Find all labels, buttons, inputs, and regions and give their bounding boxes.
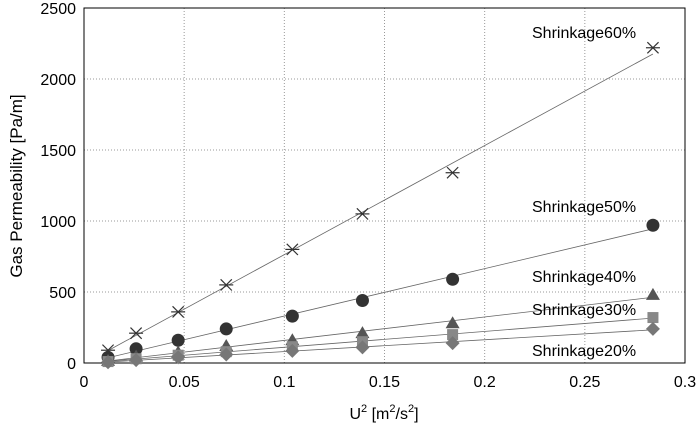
x-tick-label: 0.25 <box>569 374 600 391</box>
data-point <box>129 353 144 368</box>
data-point <box>219 347 234 362</box>
series-label: Shrinkage20% <box>532 343 636 360</box>
trendline <box>107 296 653 362</box>
data-point <box>445 336 460 351</box>
y-tick-label: 500 <box>49 285 76 302</box>
series-label: Shrinkage50% <box>532 199 636 216</box>
x-tick-label: 0.3 <box>674 374 696 391</box>
series-1 <box>101 41 660 357</box>
data-point <box>646 218 660 232</box>
data-point <box>171 350 186 365</box>
data-point <box>355 326 370 339</box>
data-point <box>101 355 116 370</box>
series-label: Shrinkage60% <box>532 25 636 42</box>
data-point <box>285 243 300 256</box>
x-tick-label: 0.1 <box>273 374 295 391</box>
x-axis: 0 0.05 0.1 0.15 0.2 0.25 0.3 <box>80 374 697 391</box>
data-point <box>445 166 460 179</box>
trendline <box>108 317 653 362</box>
y-axis-label: Gas Permeability [Pa/m] <box>7 94 26 277</box>
series-label: Shrinkage40% <box>532 269 636 286</box>
data-point <box>445 316 460 329</box>
data-point <box>447 329 459 341</box>
x-axis-label: U2 [m2/s2] <box>349 403 418 423</box>
data-point <box>129 342 143 356</box>
x-tick-label: 0.15 <box>369 374 400 391</box>
data-point <box>171 305 186 318</box>
x-label-unit: [m <box>367 406 389 423</box>
plot-area-frame <box>83 7 686 364</box>
y-tick-label: 1500 <box>40 143 76 160</box>
data-point <box>645 321 660 336</box>
data-point <box>285 343 300 358</box>
y-tick-label: 2500 <box>40 1 76 18</box>
x-label-unit: ] <box>414 406 418 423</box>
trendline <box>107 228 654 359</box>
data-point <box>129 327 144 340</box>
series-5 <box>101 321 660 370</box>
y-tick-label: 0 <box>67 356 76 373</box>
y-axis: 0 500 1000 1500 2000 2500 <box>40 1 76 373</box>
data-point <box>355 294 369 308</box>
x-label-unit: /s <box>396 406 408 423</box>
data-point <box>647 312 659 324</box>
data-point <box>285 309 299 323</box>
data-point <box>171 333 185 347</box>
data-point <box>645 287 660 300</box>
x-label-base: U <box>349 406 361 423</box>
x-tick-label: 0 <box>80 374 89 391</box>
x-tick-label: 0.05 <box>169 374 200 391</box>
x-label-sup: 2 <box>361 403 367 415</box>
data-point <box>355 207 370 220</box>
x-label-sup: 2 <box>408 403 414 415</box>
trendline <box>108 329 653 363</box>
data-point <box>446 272 460 286</box>
y-tick-label: 1000 <box>40 214 76 231</box>
y-tick-label: 2000 <box>40 72 76 89</box>
x-label-sup: 2 <box>389 403 395 415</box>
data-point <box>219 322 233 336</box>
data-point <box>355 340 370 355</box>
trendline <box>107 53 654 351</box>
data-point <box>219 278 234 291</box>
data-point <box>645 41 660 54</box>
x-tick-label: 0.2 <box>474 374 496 391</box>
series-label: Shrinkage30% <box>532 302 636 319</box>
series-layer <box>101 41 660 370</box>
